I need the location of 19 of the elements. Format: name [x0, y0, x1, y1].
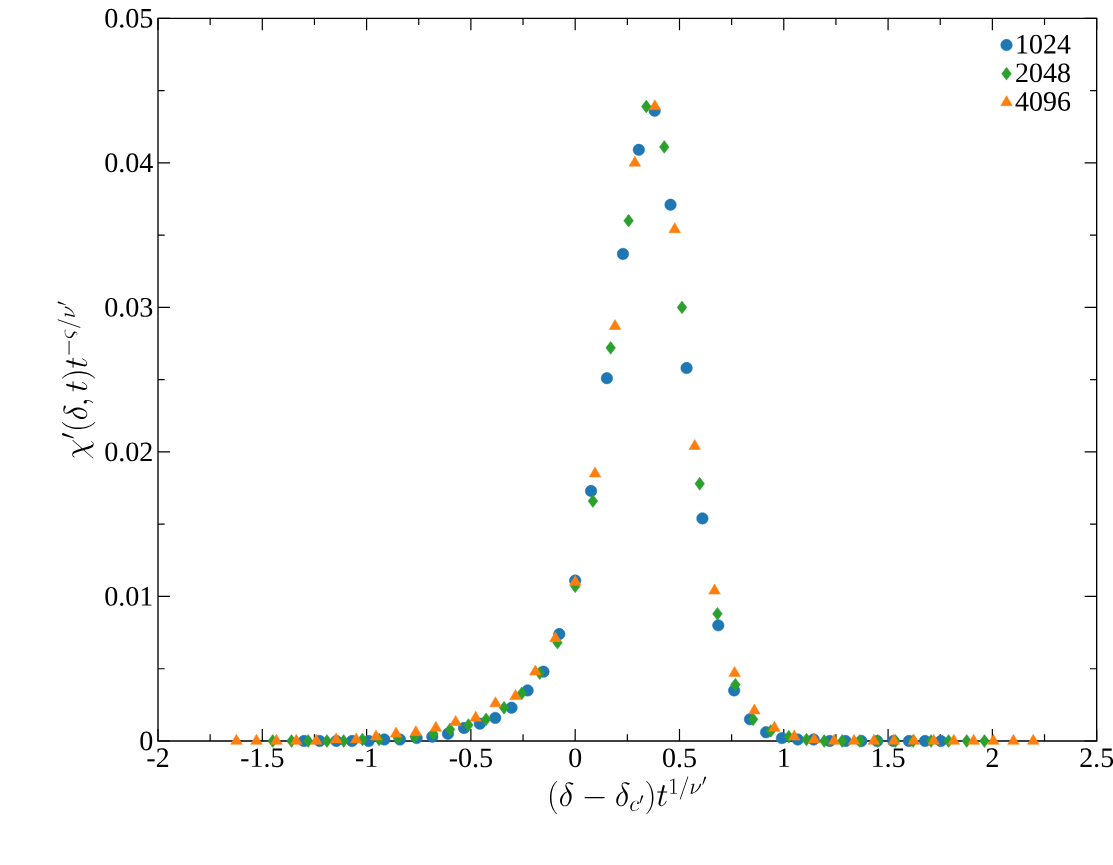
x-axis-title: $(\delta-\delta_{c'})t^{1/\nu'}$ [549, 776, 707, 815]
y-tick-label: 0.02 [105, 442, 152, 462]
x-tick-label: 1 [779, 748, 790, 767]
x-tick-label: 2 [986, 748, 998, 767]
x-tick-label: 2.5 [1080, 748, 1113, 768]
y-tick-label: 0.05 [105, 8, 153, 28]
x-tick-label: 0 [569, 748, 582, 768]
x-tick-label: -0.5 [449, 748, 492, 768]
legend-label: 4096 [1015, 92, 1071, 111]
y-tick-label: 0.04 [105, 153, 153, 173]
y-tick-label: 0.03 [105, 297, 153, 317]
legend-label: 2048 [1016, 63, 1070, 83]
x-tick-label: 1.5 [873, 748, 905, 768]
y-axis-title: $\chi'(\delta,t)t^{-\varsigma/\nu'}$ [57, 301, 96, 459]
x-tick-label: 0.5 [663, 748, 696, 768]
legend-label: 1024 [1017, 34, 1071, 54]
x-tick-label: -1 [355, 748, 377, 767]
y-tick-label: 0.01 [105, 586, 152, 606]
x-tick-label: -1.5 [241, 748, 284, 768]
